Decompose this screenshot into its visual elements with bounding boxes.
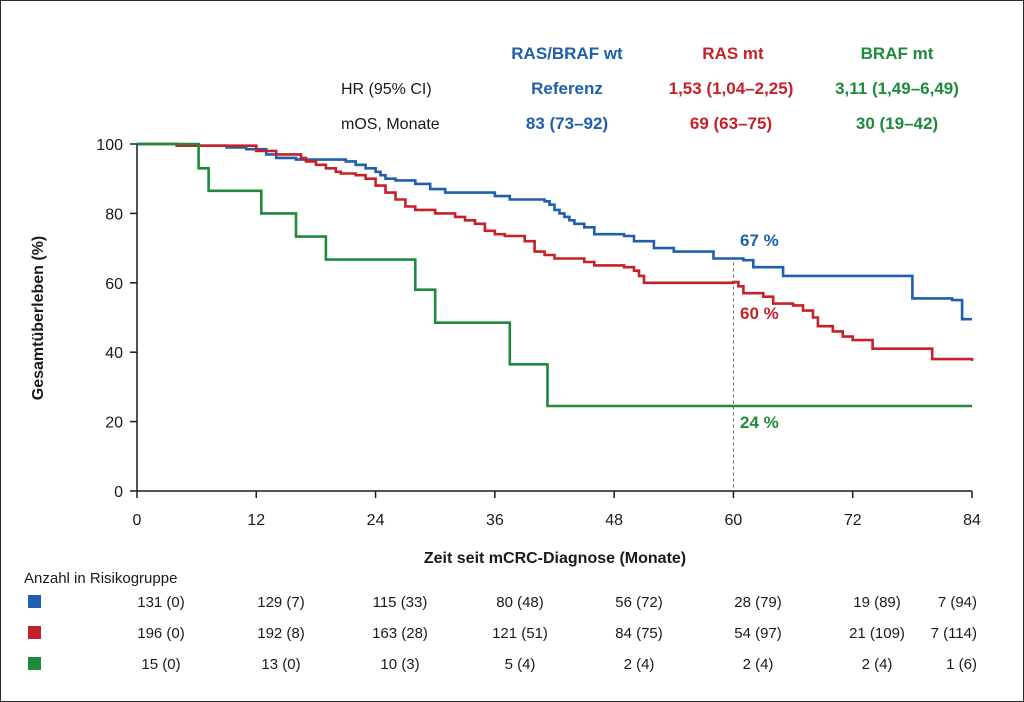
row-label-hr: HR (95% CI) — [341, 81, 432, 98]
risk-cell: 13 (0) — [261, 656, 300, 673]
risk-cell: 196 (0) — [137, 625, 185, 642]
y-axis-label: Gesamtüberleben (%) — [30, 236, 47, 400]
y-tick-label: 60 — [105, 276, 123, 293]
hr-ras-braf-wt: Referenz — [531, 79, 603, 98]
x-tick-label: 84 — [963, 512, 981, 529]
risk-cell: 21 (109) — [849, 625, 905, 642]
y-tick-label: 40 — [105, 345, 123, 362]
x-tick-label: 72 — [844, 512, 862, 529]
column-header-ras-braf-wt: RAS/BRAF wt — [511, 44, 623, 63]
x-tick-label: 60 — [725, 512, 743, 529]
risk-cell: 131 (0) — [137, 594, 185, 611]
end-label-ras-braf-wt: 67 % — [740, 231, 779, 250]
mos-ras-braf-wt: 83 (73–92) — [526, 114, 608, 133]
risk-table: 131 (0) 129 (7) 115 (33) 80 (48) 56 (72) 28 (… — [28, 594, 977, 673]
risk-row-swatch — [28, 626, 41, 639]
risk-cell: 19 (89) — [853, 594, 901, 611]
curve-ras-mt — [137, 142, 974, 361]
risk-cell: 5 (4) — [505, 656, 536, 673]
risk-cell: 15 (0) — [141, 656, 180, 673]
risk-cell: 2 (4) — [862, 656, 893, 673]
risk-cell: 28 (79) — [734, 594, 782, 611]
end-label-braf-mt: 24 % — [740, 413, 779, 432]
risk-cell: 80 (48) — [496, 594, 544, 611]
risk-cell: 54 (97) — [734, 625, 782, 642]
row-label-mos: mOS, Monate — [341, 116, 440, 133]
risk-cell: 7 (114) — [931, 625, 977, 642]
risk-cell: 163 (28) — [372, 625, 428, 642]
risk-cell: 10 (3) — [380, 656, 419, 673]
x-tick-label: 0 — [133, 512, 142, 529]
y-tick-label: 100 — [96, 137, 123, 154]
risk-cell: 115 (33) — [373, 594, 428, 611]
hr-ras-mt: 1,53 (1,04–2,25) — [669, 79, 794, 98]
risk-cell: 56 (72) — [615, 594, 663, 611]
y-tick-label: 80 — [105, 206, 123, 223]
y-ticks: 0 20 40 60 80 100 — [96, 137, 137, 501]
y-tick-label: 0 — [114, 484, 123, 501]
x-tick-label: 36 — [486, 512, 504, 529]
risk-cell: 84 (75) — [615, 625, 663, 642]
risk-cell: 192 (8) — [257, 625, 305, 642]
risk-cell: 121 (51) — [492, 625, 548, 642]
hr-braf-mt: 3,11 (1,49–6,49) — [835, 79, 959, 98]
x-ticks: 0 12 24 36 48 60 72 84 — [133, 491, 981, 529]
x-tick-label: 12 — [247, 512, 265, 529]
column-header-ras-mt: RAS mt — [702, 44, 764, 63]
curve-ras-braf-wt — [137, 142, 972, 321]
y-tick-label: 20 — [105, 415, 123, 432]
risk-table-title: Anzahl in Risikogruppe — [24, 570, 177, 587]
mos-braf-mt: 30 (19–42) — [856, 114, 938, 133]
risk-cell: 2 (4) — [624, 656, 655, 673]
risk-cell: 129 (7) — [257, 594, 305, 611]
mos-ras-mt: 69 (63–75) — [690, 114, 772, 133]
column-header-braf-mt: BRAF mt — [861, 44, 934, 63]
curve-braf-mt — [137, 142, 972, 408]
x-tick-label: 48 — [605, 512, 623, 529]
summary-table: RAS/BRAF wt RAS mt BRAF mt HR (95% CI) R… — [341, 44, 959, 133]
risk-row-swatch — [28, 657, 41, 670]
x-axis-label: Zeit seit mCRC-Diagnose (Monate) — [424, 550, 686, 567]
risk-cell: 7 (94) — [938, 594, 977, 611]
end-label-ras-mt: 60 % — [740, 304, 779, 323]
risk-cell: 2 (4) — [743, 656, 774, 673]
x-tick-label: 24 — [367, 512, 385, 529]
risk-cell: 1 (6) — [946, 656, 977, 673]
survival-curves — [137, 142, 974, 408]
axes — [136, 144, 972, 492]
risk-row-swatch — [28, 595, 41, 608]
